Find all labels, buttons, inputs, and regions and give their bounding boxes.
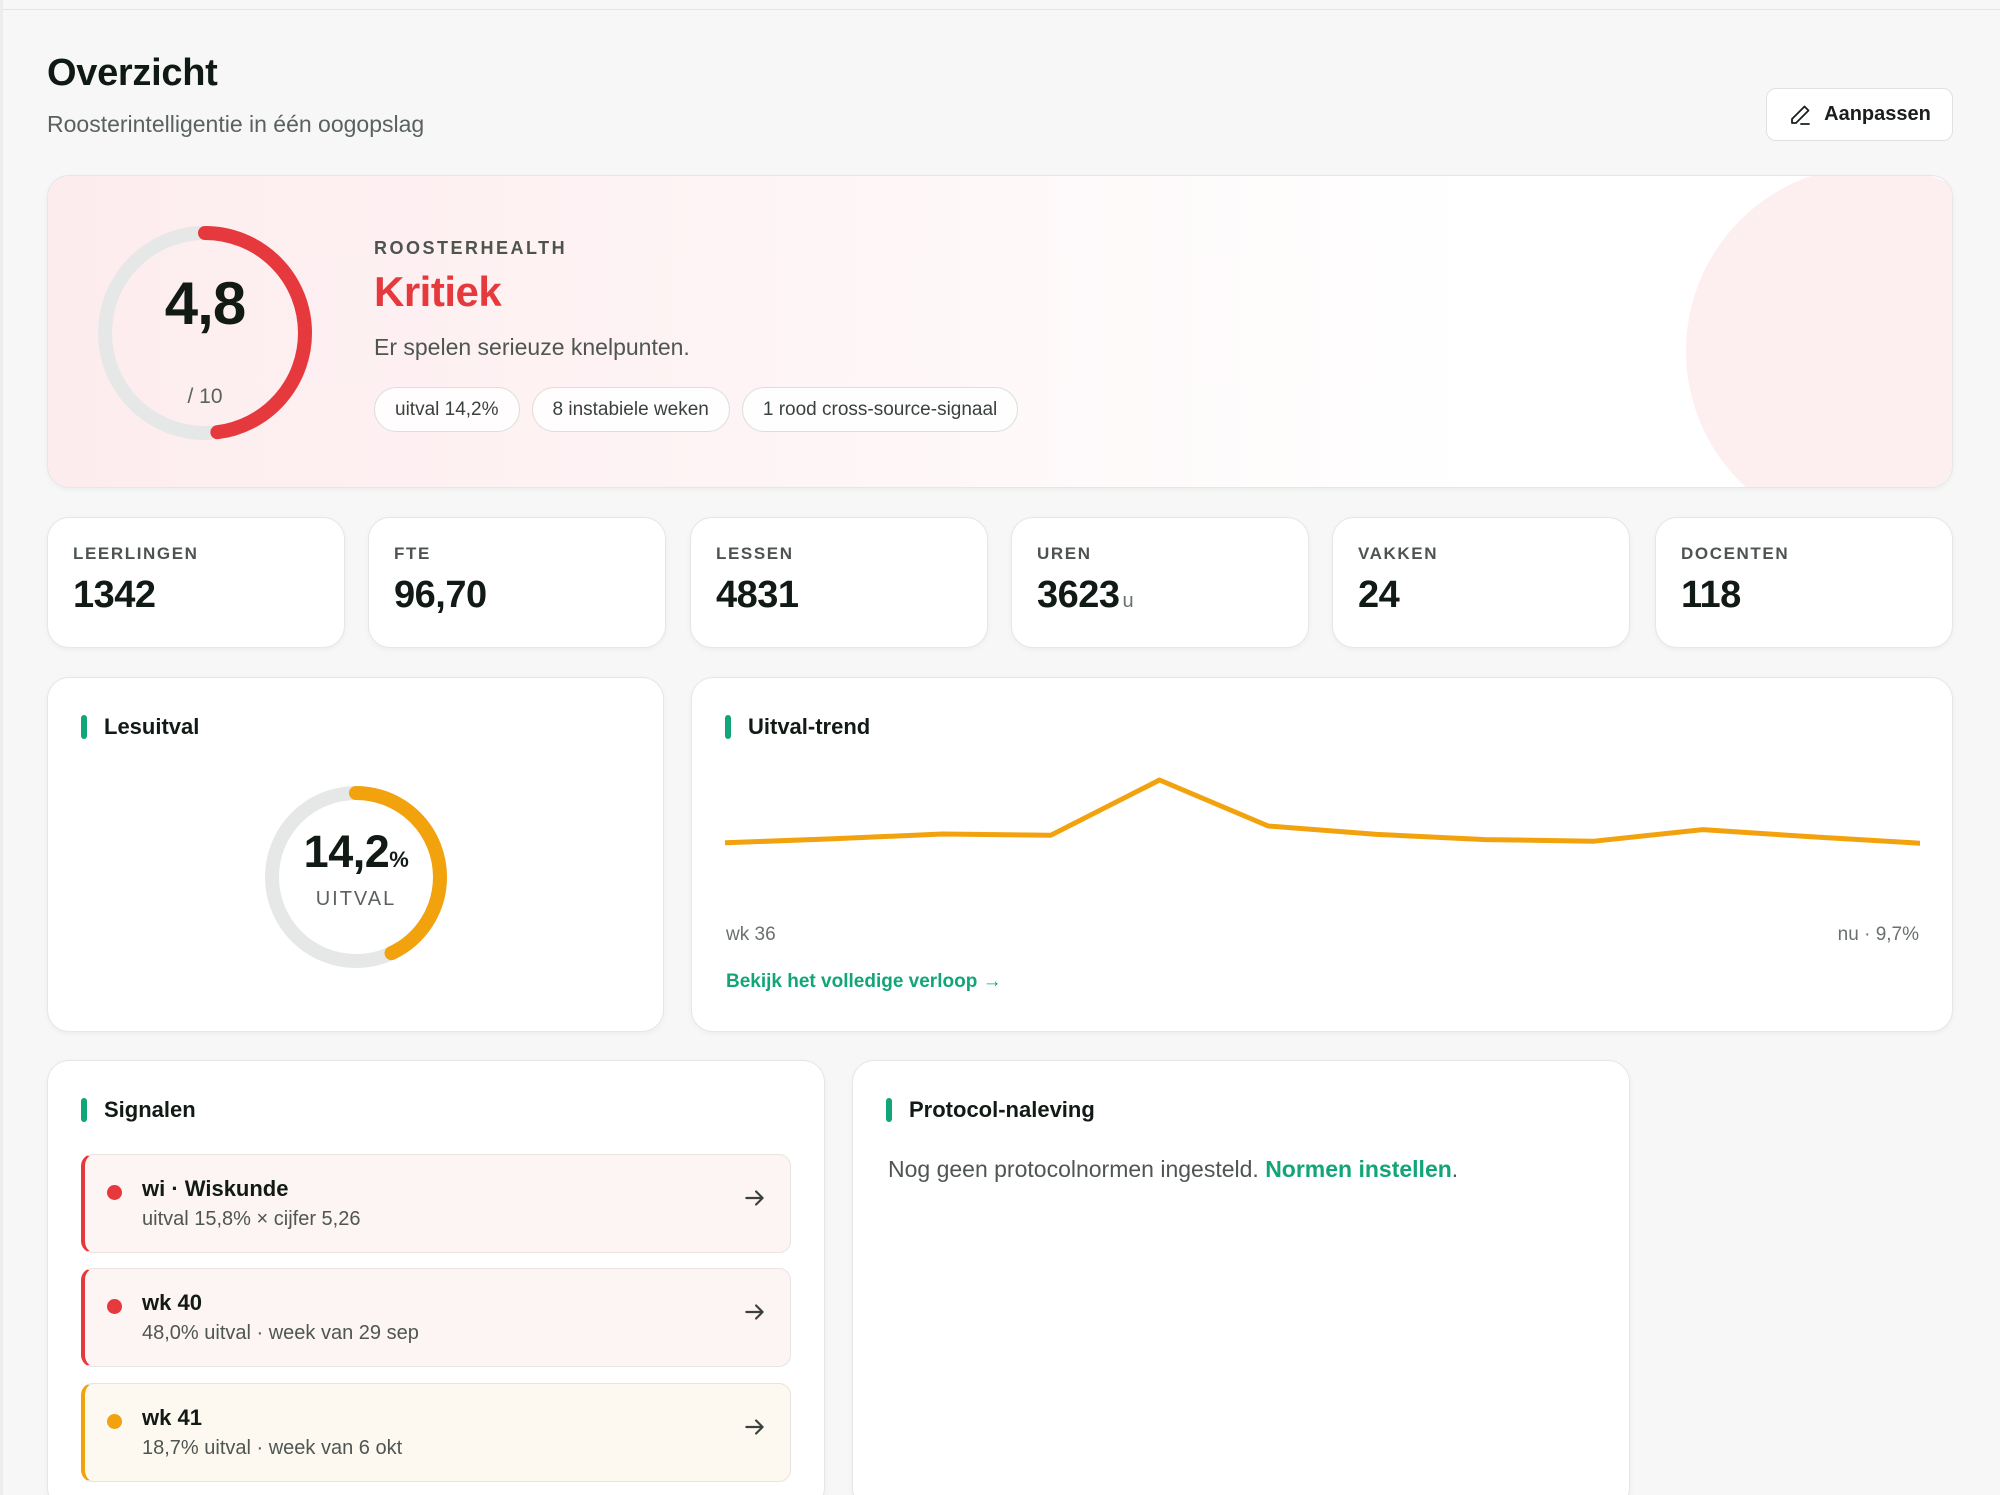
stat-label: LEERLINGEN	[73, 544, 199, 563]
pencil-icon	[1791, 105, 1811, 125]
signal-item[interactable]: wk 41 18,7% uitval · week van 6 okt	[81, 1383, 791, 1482]
signal-title: wi · Wiskunde	[142, 1176, 289, 1201]
uitval-value: 14,2%	[303, 826, 409, 877]
title-accent-bar	[886, 1098, 892, 1122]
status-dot-orange	[107, 1414, 122, 1429]
trend-chart	[725, 777, 1920, 846]
trend-start-label: wk 36	[726, 924, 776, 945]
health-max: / 10	[187, 385, 223, 408]
stat-label: DOCENTEN	[1681, 544, 1790, 563]
uitval-label: UITVAL	[315, 888, 397, 910]
stat-label: VAKKEN	[1358, 544, 1439, 563]
health-chips: uitval 14,2% 8 instabiele weken 1 rood c…	[374, 387, 1019, 432]
signal-title: wk 41	[142, 1405, 202, 1430]
protocol-naleving-card: Protocol-naleving Nog geen protocolnorme…	[852, 1060, 1630, 1495]
stat-label: UREN	[1037, 544, 1092, 563]
signal-subtitle: 18,7% uitval · week van 6 okt	[142, 1437, 403, 1459]
protocol-empty-text: Nog geen protocolnormen ingesteld. Norme…	[888, 1156, 1459, 1182]
stat-card-leerlingen: LEERLINGEN 1342	[47, 517, 345, 648]
normen-instellen-link[interactable]: Normen instellen	[1265, 1156, 1452, 1182]
stat-card-docenten: DOCENTEN 118	[1655, 517, 1953, 648]
roosterhealth-card: 4,8 / 10 ROOSTERHEALTH Kritiek Er spelen…	[47, 175, 1953, 488]
arrow-right-icon	[745, 1190, 764, 1206]
signalen-card: Signalen wi · Wiskunde uitval 15,8% × ci…	[47, 1060, 825, 1495]
card-title: Lesuitval	[81, 714, 199, 740]
health-score: 4,8	[164, 270, 246, 337]
left-border	[0, 0, 3, 1495]
stat-value: 4831	[716, 574, 799, 616]
health-description: Er spelen serieuze knelpunten.	[374, 334, 690, 360]
card-title: Signalen	[81, 1097, 196, 1123]
stat-value: 24	[1358, 574, 1400, 616]
lesuitval-card: Lesuitval 14,2% UITVAL	[47, 677, 664, 1032]
signal-item[interactable]: wi · Wiskunde uitval 15,8% × cijfer 5,26	[81, 1154, 791, 1253]
stat-card-vakken: VAKKEN 24	[1332, 517, 1630, 648]
stat-value: 3623 u	[1037, 574, 1134, 616]
trend-end-label: nu · 9,7%	[1837, 924, 1919, 945]
stat-card-lessen: LESSEN 4831	[690, 517, 988, 648]
stat-label: LESSEN	[716, 544, 794, 563]
uitval-donut-ring	[265, 786, 447, 968]
card-title: Uitval-trend	[725, 714, 870, 740]
title-accent-bar	[81, 715, 87, 739]
signal-title: wk 40	[142, 1290, 202, 1315]
page-subtitle: Roosterintelligentie in één oogopslag	[47, 111, 425, 137]
health-label: ROOSTERHEALTH	[374, 238, 568, 258]
status-dot-red	[107, 1299, 122, 1314]
edit-button-label: Aanpassen	[1824, 103, 1931, 125]
page-title: Overzicht	[47, 52, 218, 94]
top-border	[0, 0, 2000, 10]
signal-subtitle: uitval 15,8% × cijfer 5,26	[142, 1208, 361, 1230]
arrow-right-icon	[745, 1419, 764, 1435]
trend-series-line	[725, 777, 1920, 846]
arrow-right-icon	[745, 1304, 764, 1320]
chip-cross-source: 1 rood cross-source-signaal	[741, 387, 1019, 432]
health-status: Kritiek	[374, 268, 502, 315]
title-accent-bar	[725, 715, 731, 739]
edit-button[interactable]: Aanpassen	[1766, 88, 1953, 141]
page-header: Overzicht Roosterintelligentie in één oo…	[47, 52, 424, 138]
chip-uitval: uitval 14,2%	[374, 387, 520, 432]
health-gauge: 4,8 / 10	[93, 221, 317, 445]
stat-value: 1342	[73, 574, 156, 616]
trend-full-history-link[interactable]: Bekijk het volledige verloop →	[726, 971, 1002, 992]
stat-label: FTE	[394, 544, 431, 563]
status-dot-red	[107, 1185, 122, 1200]
hero-decoration	[1686, 176, 1952, 487]
title-accent-bar	[81, 1098, 87, 1122]
signal-subtitle: 48,0% uitval · week van 29 sep	[142, 1322, 419, 1344]
stat-value: 118	[1681, 574, 1741, 616]
stat-value: 96,70	[394, 574, 487, 616]
health-gauge-ring	[98, 226, 312, 440]
chip-instabiele-weken: 8 instabiele weken	[531, 387, 730, 432]
stat-card-uren: UREN 3623 u	[1011, 517, 1309, 648]
card-title: Protocol-naleving	[886, 1097, 1095, 1123]
signal-item[interactable]: wk 40 48,0% uitval · week van 29 sep	[81, 1268, 791, 1367]
stat-card-fte: FTE 96,70	[368, 517, 666, 648]
uitval-donut: 14,2% UITVAL	[261, 782, 451, 972]
uitval-trend-card: Uitval-trend wk 36 nu · 9,7% Bekijk het …	[691, 677, 1953, 1032]
